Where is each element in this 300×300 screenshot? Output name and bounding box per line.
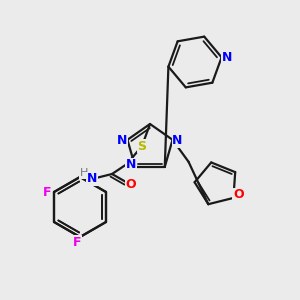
Text: N: N [117, 134, 128, 147]
Text: F: F [43, 187, 51, 200]
Text: N: N [126, 158, 136, 171]
Text: N: N [221, 51, 232, 64]
Text: F: F [73, 236, 81, 248]
Text: N: N [87, 172, 97, 185]
Text: N: N [172, 134, 183, 147]
Text: O: O [126, 178, 136, 190]
Text: S: S [137, 140, 146, 152]
Text: O: O [233, 188, 244, 201]
Text: H: H [80, 168, 88, 178]
